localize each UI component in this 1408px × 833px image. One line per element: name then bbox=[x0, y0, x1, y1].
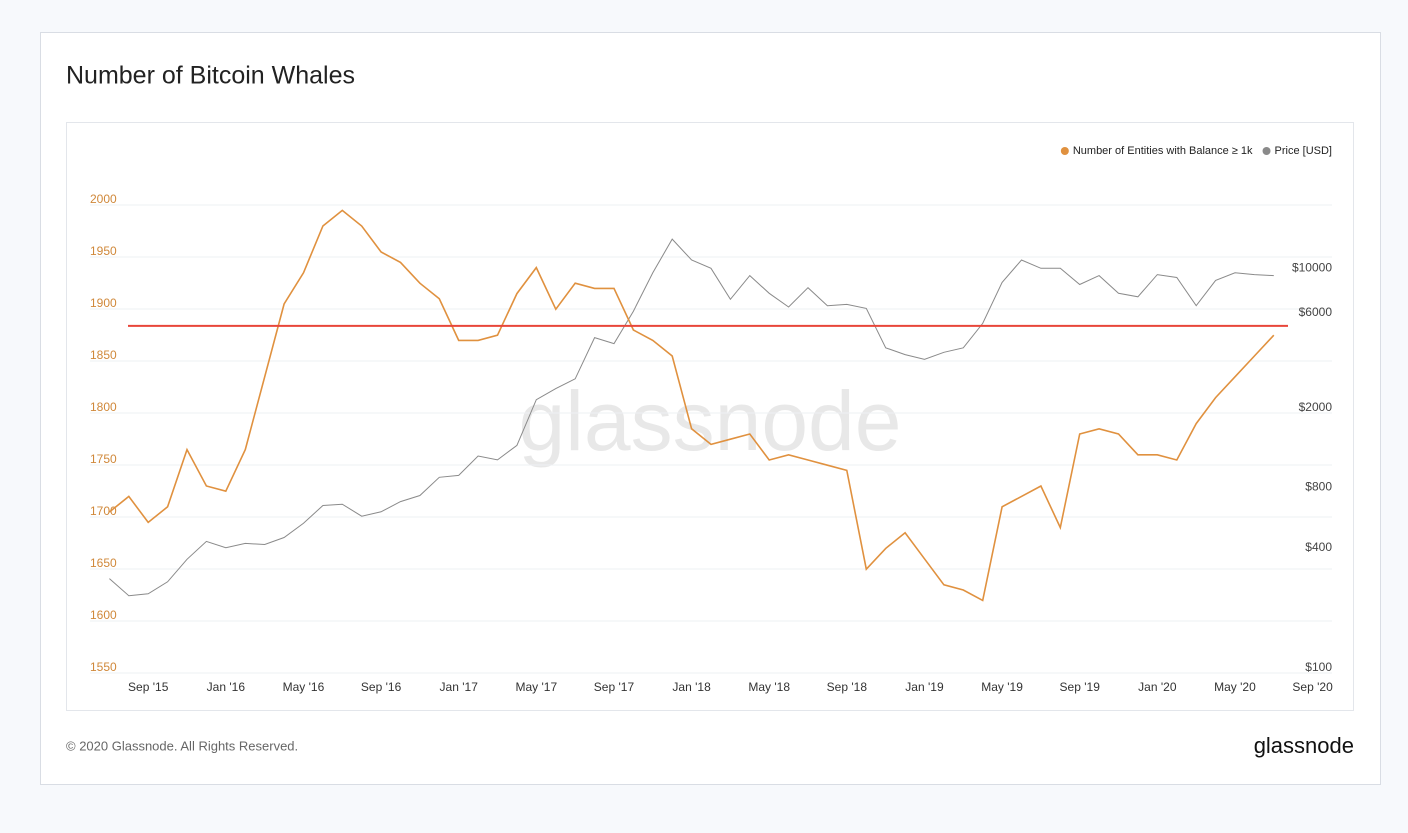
y-tick-label: 1650 bbox=[90, 556, 117, 570]
chart-title: Number of Bitcoin Whales bbox=[66, 62, 355, 90]
y2-tick-label: $400 bbox=[1305, 540, 1332, 554]
series-line bbox=[109, 238, 1274, 597]
legend-label: Price [USD] bbox=[1275, 145, 1332, 157]
x-tick-label: May '18 bbox=[748, 680, 790, 694]
y2-tick-label: $100 bbox=[1305, 660, 1332, 674]
x-tick-label: Jan '17 bbox=[440, 680, 479, 694]
x-tick-label: May '16 bbox=[283, 680, 325, 694]
x-tick-label: Jan '19 bbox=[905, 680, 944, 694]
x-tick-label: Jan '20 bbox=[1138, 680, 1177, 694]
y-tick-label: 1850 bbox=[90, 348, 117, 362]
y2-tick-label: $6000 bbox=[1299, 305, 1333, 319]
y-tick-label: 1950 bbox=[90, 244, 117, 258]
x-tick-label: Jan '16 bbox=[207, 680, 246, 694]
y-tick-label: 1900 bbox=[90, 296, 117, 310]
x-tick-label: Sep '18 bbox=[827, 680, 868, 694]
y2-tick-label: $2000 bbox=[1299, 400, 1333, 414]
x-tick-label: May '19 bbox=[981, 680, 1023, 694]
y-tick-label: 1800 bbox=[90, 400, 117, 414]
x-tick-label: Jan '18 bbox=[672, 680, 711, 694]
y-tick-label: 1700 bbox=[90, 504, 117, 518]
legend-label: Number of Entities with Balance ≥ 1k bbox=[1073, 145, 1253, 157]
series-line bbox=[108, 209, 1275, 602]
brand: glassnode bbox=[1254, 733, 1354, 758]
x-tick-label: Sep '16 bbox=[361, 680, 402, 694]
y-tick-label: 2000 bbox=[90, 192, 117, 206]
x-tick-label: Sep '19 bbox=[1060, 680, 1101, 694]
y-tick-label: 1550 bbox=[90, 660, 117, 674]
x-tick-label: May '17 bbox=[516, 680, 558, 694]
y2-tick-label: $10000 bbox=[1292, 260, 1332, 274]
x-tick-label: Sep '17 bbox=[594, 680, 635, 694]
x-tick-label: May '20 bbox=[1214, 680, 1256, 694]
y-tick-label: 1750 bbox=[90, 452, 117, 466]
x-tick-label: Sep '15 bbox=[128, 680, 169, 694]
watermark: glassnode bbox=[519, 374, 902, 468]
legend-marker bbox=[1060, 147, 1069, 155]
y-tick-label: 1600 bbox=[90, 608, 117, 622]
x-tick-label: Sep '20 bbox=[1292, 680, 1333, 694]
legend-marker bbox=[1262, 147, 1271, 155]
copyright: © 2020 Glassnode. All Rights Reserved. bbox=[66, 738, 298, 753]
plot-frame bbox=[66, 122, 1354, 711]
y2-tick-label: $800 bbox=[1305, 480, 1332, 494]
